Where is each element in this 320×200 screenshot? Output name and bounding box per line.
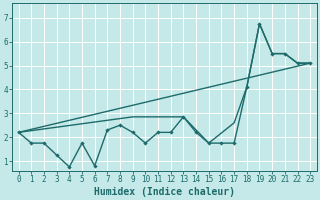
X-axis label: Humidex (Indice chaleur): Humidex (Indice chaleur): [94, 186, 235, 197]
